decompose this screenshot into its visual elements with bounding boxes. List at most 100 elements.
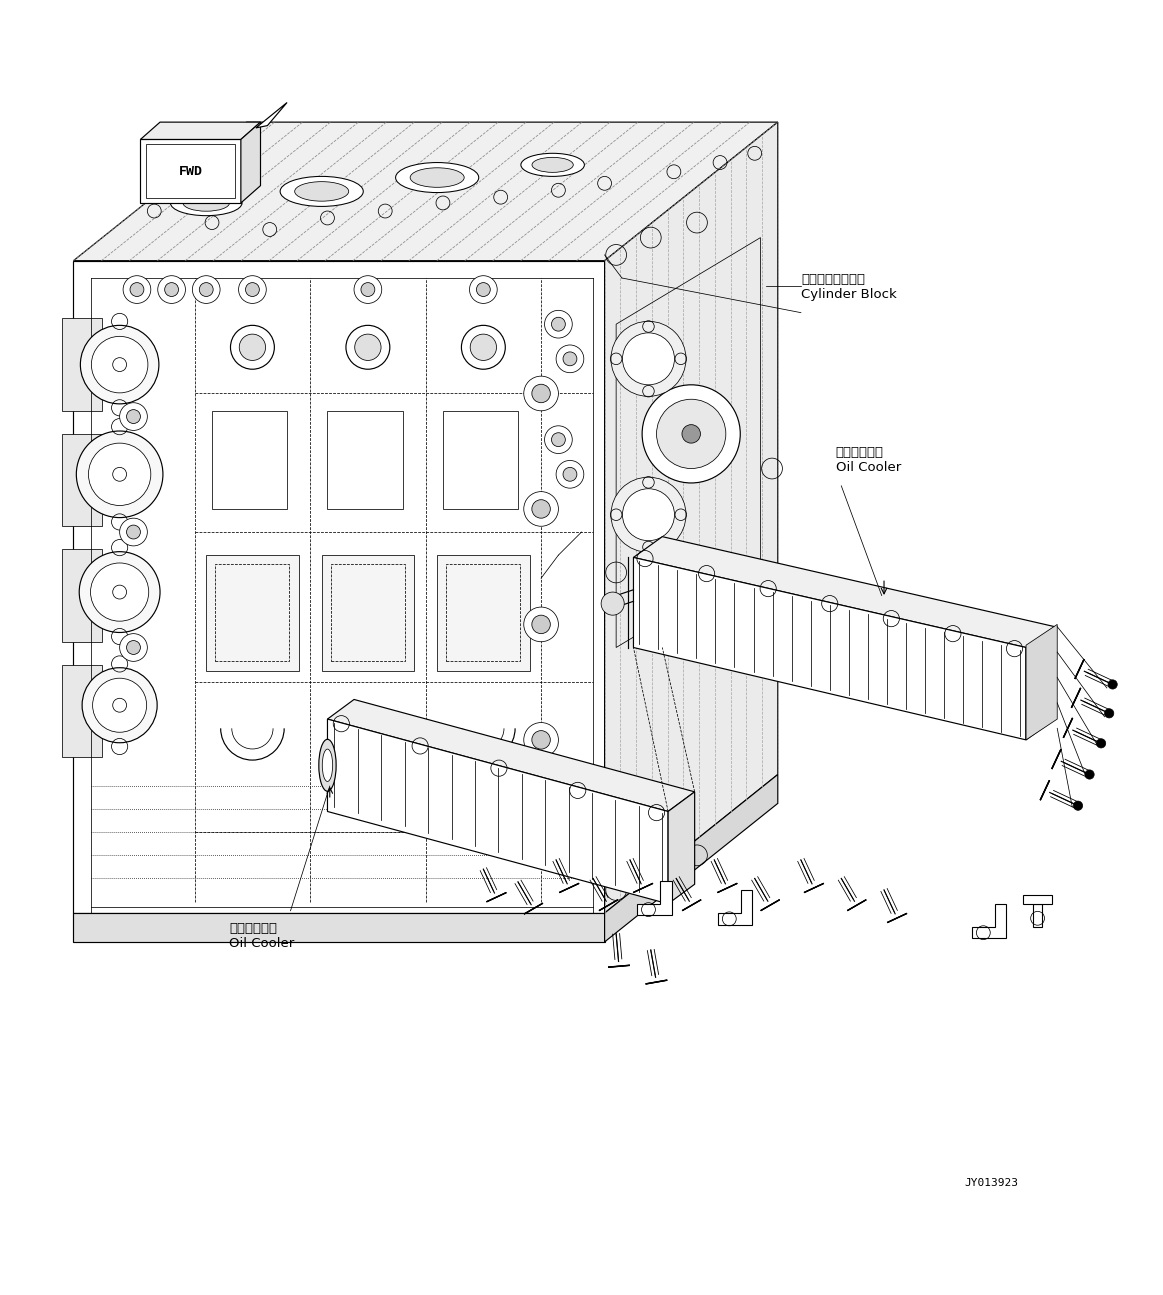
Circle shape [238, 276, 266, 303]
Bar [443, 411, 518, 509]
Circle shape [544, 311, 572, 338]
Bar [62, 664, 102, 758]
Circle shape [556, 344, 584, 373]
Circle shape [477, 282, 491, 297]
Circle shape [531, 730, 550, 749]
Ellipse shape [642, 385, 741, 483]
Circle shape [123, 276, 151, 303]
Circle shape [551, 317, 565, 332]
Text: オイルクーラ
Oil Cooler: オイルクーラ Oil Cooler [229, 922, 294, 951]
Polygon shape [605, 774, 778, 941]
Circle shape [470, 276, 498, 303]
Circle shape [1108, 680, 1118, 689]
Polygon shape [328, 719, 668, 904]
Ellipse shape [531, 158, 573, 172]
Ellipse shape [91, 563, 149, 622]
Polygon shape [73, 913, 605, 941]
Circle shape [563, 467, 577, 482]
Bar [62, 434, 102, 526]
Polygon shape [637, 881, 671, 916]
Bar [322, 556, 414, 671]
Circle shape [523, 607, 558, 642]
Polygon shape [1026, 624, 1057, 739]
Bar [62, 549, 102, 642]
Ellipse shape [88, 443, 151, 505]
Ellipse shape [395, 163, 479, 193]
Bar [206, 556, 299, 671]
Ellipse shape [83, 668, 157, 743]
Bar [328, 411, 402, 509]
Polygon shape [1026, 627, 1055, 739]
Circle shape [127, 524, 141, 539]
Circle shape [245, 282, 259, 297]
Polygon shape [73, 260, 605, 913]
Bar [437, 556, 529, 671]
Polygon shape [634, 536, 1055, 648]
Ellipse shape [411, 168, 464, 188]
Ellipse shape [319, 739, 336, 791]
Ellipse shape [462, 325, 505, 369]
Ellipse shape [611, 477, 686, 552]
Circle shape [563, 352, 577, 365]
Ellipse shape [240, 334, 265, 360]
Ellipse shape [230, 325, 274, 369]
Polygon shape [605, 122, 778, 913]
Circle shape [127, 641, 141, 654]
Circle shape [544, 426, 572, 453]
Polygon shape [141, 122, 261, 140]
Circle shape [130, 282, 144, 297]
Ellipse shape [80, 325, 159, 404]
Circle shape [113, 357, 127, 372]
Ellipse shape [280, 176, 363, 206]
Circle shape [601, 592, 625, 615]
Polygon shape [634, 557, 1026, 739]
Text: FWD: FWD [179, 164, 202, 177]
Circle shape [120, 518, 148, 546]
Circle shape [523, 723, 558, 758]
Ellipse shape [657, 399, 726, 469]
Polygon shape [1033, 904, 1042, 927]
Polygon shape [73, 122, 778, 260]
Circle shape [523, 376, 558, 411]
Circle shape [192, 276, 220, 303]
Ellipse shape [294, 181, 349, 201]
Polygon shape [328, 699, 694, 812]
Circle shape [531, 615, 550, 633]
Ellipse shape [77, 431, 163, 518]
Polygon shape [718, 890, 752, 925]
Circle shape [127, 409, 141, 423]
Circle shape [1073, 802, 1083, 811]
Circle shape [165, 282, 179, 297]
Text: シリンダブロック
Cylinder Block: シリンダブロック Cylinder Block [801, 273, 897, 302]
Bar [215, 565, 290, 662]
Ellipse shape [470, 334, 497, 360]
Bar [447, 565, 520, 662]
Polygon shape [972, 904, 1006, 939]
Ellipse shape [79, 552, 160, 632]
Ellipse shape [345, 325, 390, 369]
Circle shape [199, 282, 213, 297]
Circle shape [361, 282, 374, 297]
Circle shape [523, 492, 558, 526]
Ellipse shape [93, 679, 147, 732]
Ellipse shape [171, 190, 242, 216]
Circle shape [120, 403, 148, 430]
Circle shape [113, 698, 127, 712]
Ellipse shape [622, 488, 675, 541]
Ellipse shape [622, 333, 675, 385]
Polygon shape [1023, 895, 1053, 904]
Bar [212, 411, 287, 509]
Circle shape [531, 500, 550, 518]
Circle shape [1085, 771, 1094, 780]
Circle shape [1097, 738, 1106, 749]
Ellipse shape [521, 153, 584, 176]
Text: オイルクーラ
Oil Cooler: オイルクーラ Oil Cooler [835, 447, 901, 474]
Polygon shape [668, 791, 694, 904]
Circle shape [551, 433, 565, 447]
Text: JY013923: JY013923 [964, 1178, 1019, 1188]
Circle shape [1105, 708, 1114, 717]
Circle shape [120, 633, 148, 662]
Circle shape [556, 461, 584, 488]
Circle shape [113, 467, 127, 482]
Polygon shape [141, 140, 241, 203]
